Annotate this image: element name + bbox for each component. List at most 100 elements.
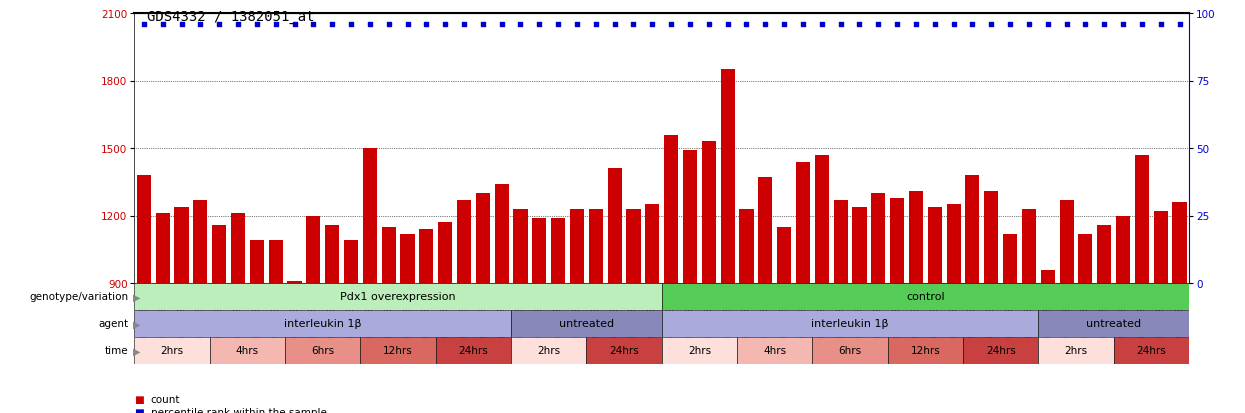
Point (436, 21, 456, 28)
Bar (457, 200, 471, 283)
Bar (662, 283, 1189, 310)
Point (360, 21, 380, 28)
Bar (812, 337, 888, 364)
Point (473, 21, 493, 28)
Bar (662, 337, 737, 364)
Point (962, 21, 982, 28)
Bar (1097, 225, 1112, 283)
Text: interleukin 1β: interleukin 1β (812, 319, 889, 329)
Bar (288, 281, 301, 283)
Bar (510, 337, 586, 364)
Bar (362, 149, 377, 283)
Text: 4hrs: 4hrs (235, 346, 259, 356)
Bar (382, 227, 396, 283)
Point (322, 21, 342, 28)
Text: untreated: untreated (559, 319, 614, 329)
Bar (134, 310, 512, 337)
Bar (664, 135, 679, 283)
Point (849, 21, 869, 28)
Bar (1003, 234, 1017, 283)
Text: interleukin 1β: interleukin 1β (284, 319, 361, 329)
Point (341, 21, 361, 28)
Point (548, 21, 568, 28)
Text: count: count (151, 394, 181, 404)
Bar (137, 176, 151, 283)
Bar (285, 337, 361, 364)
Bar (1038, 310, 1189, 337)
Point (529, 21, 549, 28)
Bar (662, 310, 1038, 337)
Text: 2hrs: 2hrs (1064, 346, 1088, 356)
Text: ▶: ▶ (133, 346, 141, 356)
Text: untreated: untreated (1086, 319, 1142, 329)
Text: 2hrs: 2hrs (687, 346, 711, 356)
Bar (796, 162, 810, 283)
Bar (737, 337, 812, 364)
Text: 2hrs: 2hrs (161, 346, 184, 356)
Point (812, 21, 832, 28)
Bar (134, 283, 662, 310)
Bar (586, 337, 662, 364)
Bar (814, 155, 829, 283)
Bar (946, 205, 961, 283)
Bar (552, 218, 565, 283)
Point (492, 21, 512, 28)
Point (756, 21, 776, 28)
Bar (513, 209, 528, 283)
Bar (269, 241, 283, 283)
Point (153, 21, 173, 28)
Bar (1173, 202, 1186, 283)
Text: 6hrs: 6hrs (311, 346, 335, 356)
Bar (589, 209, 603, 283)
Bar (909, 191, 923, 283)
Bar (212, 225, 227, 283)
Bar (721, 70, 735, 283)
Text: 4hrs: 4hrs (763, 346, 787, 356)
Point (265, 21, 285, 28)
Point (397, 21, 417, 28)
Bar (476, 194, 489, 283)
Text: GDS4332 / 1382051_at: GDS4332 / 1382051_at (147, 10, 315, 24)
Point (378, 21, 398, 28)
Bar (420, 230, 433, 283)
Text: ■: ■ (134, 407, 144, 413)
Point (698, 21, 718, 28)
Bar (777, 227, 791, 283)
Point (830, 21, 850, 28)
Bar (494, 185, 509, 283)
Point (1000, 21, 1020, 28)
Bar (888, 337, 964, 364)
Bar (401, 234, 415, 283)
Bar (626, 209, 640, 283)
Bar (232, 214, 245, 283)
Bar (758, 178, 772, 283)
Text: ■: ■ (134, 394, 144, 404)
Bar (684, 151, 697, 283)
Bar (965, 176, 980, 283)
Point (1018, 21, 1038, 28)
Bar (985, 191, 998, 283)
Text: 6hrs: 6hrs (838, 346, 862, 356)
Bar (834, 200, 848, 283)
Point (888, 21, 908, 28)
Point (981, 21, 1001, 28)
Point (605, 21, 625, 28)
Text: ▶: ▶ (133, 319, 141, 329)
Bar (608, 169, 621, 283)
Bar (325, 225, 339, 283)
Bar (1022, 209, 1036, 283)
Bar (1038, 337, 1113, 364)
Bar (306, 216, 320, 283)
Point (1038, 21, 1058, 28)
Bar (1116, 216, 1130, 283)
Bar (1059, 200, 1073, 283)
Point (134, 21, 154, 28)
Point (624, 21, 644, 28)
Point (737, 21, 757, 28)
Text: percentile rank within the sample: percentile rank within the sample (151, 407, 326, 413)
Bar (928, 207, 941, 283)
Point (774, 21, 794, 28)
Text: 12hrs: 12hrs (910, 346, 940, 356)
Text: 2hrs: 2hrs (537, 346, 560, 356)
Point (1076, 21, 1096, 28)
